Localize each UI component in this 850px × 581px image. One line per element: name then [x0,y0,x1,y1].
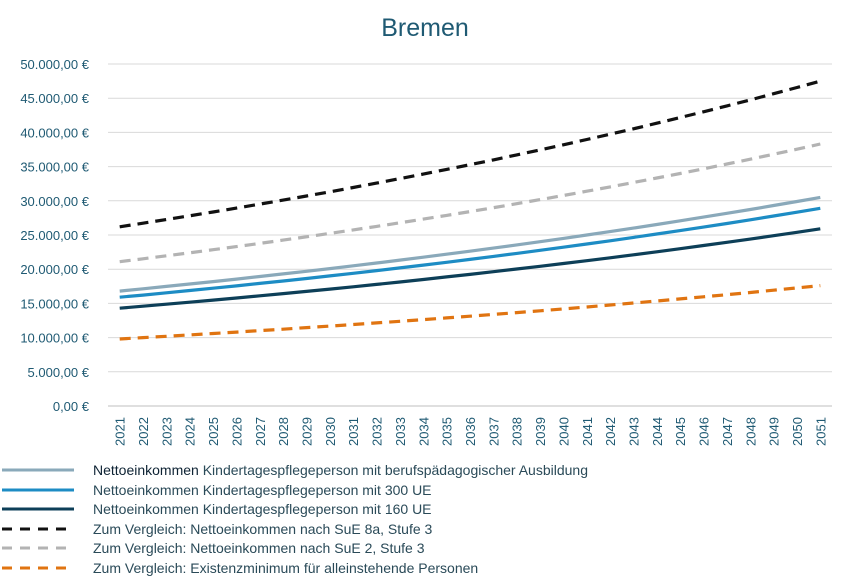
legend-item: Nettoeinkommen Kindertagespflegeperson m… [0,500,850,520]
x-tick-label: 2038 [510,417,525,446]
legend-label: Zum Vergleich: Nettoeinkommen nach SuE 2… [93,540,425,556]
series-line-5 [119,142,821,264]
x-tick-label: 2040 [556,417,571,446]
y-tick-label: 0,00 € [53,399,90,414]
legend-item: Nettoeinkommen Kindertagespflegeperson m… [0,461,850,481]
series-lines [119,79,821,341]
x-tick-label: 2047 [720,417,735,446]
series-line-1 [119,195,821,293]
legend-label: Nettoeinkommen Kindertagespflegeperson m… [93,462,588,478]
y-tick-label: 5.000,00 € [28,365,90,380]
x-tick-label: 2034 [416,417,431,446]
x-tick-label: 2035 [440,417,455,446]
x-tick-label: 2042 [603,417,618,446]
legend-item: Zum Vergleich: Nettoeinkommen nach SuE 2… [0,539,850,559]
x-tick-label: 2050 [790,417,805,446]
x-tick-label: 2051 [813,417,828,446]
y-tick-label: 15.000,00 € [20,296,89,311]
x-tick-label: 2021 [113,417,128,446]
x-tick-label: 2049 [767,417,782,446]
y-axis-labels: 0,00 € 5.000,00 € 10.000,00 € 15.000,00 € 20… [20,57,89,414]
y-tick-label: 35.000,00 € [20,160,89,175]
x-tick-label: 2039 [533,417,548,446]
legend-swatch [2,468,74,472]
x-tick-label: 2031 [346,417,361,446]
legend-swatch [2,566,74,569]
legend-label: Nettoeinkommen Kindertagespflegeperson m… [93,501,432,517]
gridlines [108,63,832,407]
series-line-2 [119,206,821,299]
legend-label: Zum Vergleich: Existenzminimum für allei… [93,559,479,576]
x-tick-label: 2028 [276,417,291,446]
line-chart: 0,00 € 5.000,00 € 10.000,00 € 15.000,00 € 20… [20,57,832,446]
x-tick-label: 2025 [206,417,221,446]
y-tick-label: 20.000,00 € [20,262,89,277]
series-line-4 [119,79,821,229]
y-tick-label: 40.000,00 € [20,125,89,140]
legend-item: Zum Vergleich: Nettoeinkommen nach SuE 8… [0,520,850,540]
series-line-3 [119,227,821,310]
x-tick-label: 2023 [159,417,174,446]
x-tick-label: 2043 [626,417,641,446]
chart-title: Bremen [381,14,469,42]
series-line-6 [119,284,821,341]
y-tick-label: 45.000,00 € [20,91,89,106]
x-tick-label: 2029 [300,417,315,446]
x-tick-label: 2048 [743,417,758,446]
x-tick-label: 2041 [580,417,595,446]
x-tick-label: 2032 [370,417,385,446]
legend-item: Zum Vergleich: Existenzminimum für allei… [0,559,850,579]
x-axis-labels: 2021 2022 2023 2024 2025 2026 2027 2028 2029 2030… [113,417,829,446]
legend-label-bold: Nettoeinkommen [93,462,199,478]
legend-item: Nettoeinkommen Kindertagespflegeperson m… [0,481,850,501]
x-tick-label: 2036 [463,417,478,446]
legend-label: Nettoeinkommen Kindertagespflegeperson m… [93,481,432,498]
y-tick-label: 30.000,00 € [20,194,89,209]
y-tick-label: 50.000,00 € [20,57,89,72]
x-tick-label: 2030 [323,417,338,446]
y-tick-label: 10.000,00 € [20,331,89,346]
x-tick-label: 2033 [393,417,408,446]
x-tick-label: 2045 [673,417,688,446]
legend-swatch [2,546,74,550]
legend-swatch [2,507,74,511]
x-tick-label: 2037 [486,417,501,446]
x-tick-label: 2022 [136,417,151,446]
x-tick-label: 2024 [183,417,198,446]
x-tick-label: 2046 [697,417,712,446]
legend-swatch [2,527,74,530]
y-tick-label: 25.000,00 € [20,228,89,243]
legend-label: Zum Vergleich: Nettoeinkommen nach SuE 8… [93,520,433,537]
legend-swatch [2,488,74,491]
x-tick-label: 2026 [229,417,244,446]
x-tick-label: 2044 [650,417,665,446]
x-tick-label: 2027 [253,417,268,446]
